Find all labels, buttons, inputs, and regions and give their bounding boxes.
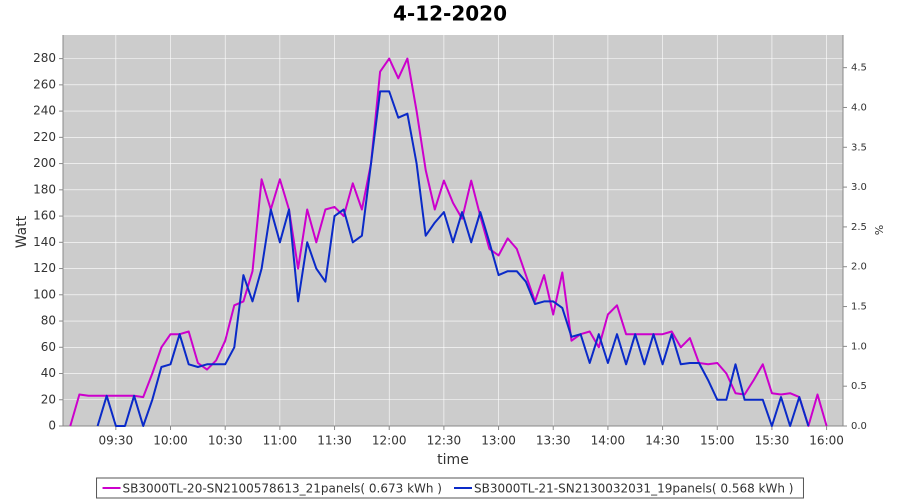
y-tick-label: 160 <box>33 209 56 223</box>
y-tick-label: 60 <box>41 340 56 354</box>
x-tick-label: 13:00 <box>481 434 516 448</box>
x-tick-label: 10:00 <box>153 434 188 448</box>
y-tick-label: 120 <box>33 261 56 275</box>
y2-tick-label: 3.5 <box>851 142 867 153</box>
y2-tick-label: 1.5 <box>851 302 867 313</box>
y2-tick-label: 4.0 <box>851 102 867 113</box>
x-tick-label: 14:00 <box>591 434 626 448</box>
y2-tick-label: 0.0 <box>851 421 867 432</box>
y-tick-label: 200 <box>33 156 56 170</box>
y2-tick-label: 0.5 <box>851 381 867 392</box>
chart-title: 4-12-2020 <box>393 2 507 26</box>
y-tick-label: 180 <box>33 182 56 196</box>
y-tick-label: 0 <box>48 419 56 433</box>
legend-label: SB3000TL-21-SN2130032031_19panels( 0.568… <box>474 482 793 496</box>
y2-tick-label: 2.0 <box>851 262 867 273</box>
y2-tick-label: 2.5 <box>851 222 867 233</box>
x-tick-label: 09:30 <box>99 434 134 448</box>
x-tick-label: 11:00 <box>263 434 298 448</box>
x-tick-label: 13:30 <box>536 434 571 448</box>
y2-tick-label: 4.5 <box>851 63 867 74</box>
x-tick-label: 10:30 <box>208 434 243 448</box>
x-tick-label: 11:30 <box>317 434 352 448</box>
y-tick-label: 140 <box>33 235 56 249</box>
legend-label: SB3000TL-20-SN2100578613_21panels( 0.673… <box>123 482 442 496</box>
x-tick-label: 12:00 <box>372 434 407 448</box>
x-tick-label: 15:00 <box>700 434 735 448</box>
y2-tick-label: 1.0 <box>851 341 867 352</box>
y-tick-label: 80 <box>41 314 56 328</box>
y-tick-label: 240 <box>33 104 56 118</box>
y-tick-label: 260 <box>33 77 56 91</box>
y-tick-label: 220 <box>33 130 56 144</box>
x-tick-label: 15:30 <box>755 434 790 448</box>
y2-axis-label: % <box>873 225 886 235</box>
y-tick-label: 100 <box>33 287 56 301</box>
y2-tick-label: 3.0 <box>851 182 867 193</box>
legend-box <box>96 477 804 499</box>
y-tick-label: 40 <box>41 366 56 380</box>
x-tick-label: 12:30 <box>427 434 462 448</box>
y-tick-label: 280 <box>33 51 56 65</box>
x-tick-label: 14:30 <box>645 434 680 448</box>
x-tick-label: 16:00 <box>809 434 844 448</box>
y-tick-label: 20 <box>41 392 56 406</box>
plot-area <box>63 35 843 426</box>
series-line <box>69 57 828 427</box>
x-axis-label: time <box>437 452 469 468</box>
y-axis-label: Watt <box>14 215 30 248</box>
series-line <box>96 90 810 427</box>
